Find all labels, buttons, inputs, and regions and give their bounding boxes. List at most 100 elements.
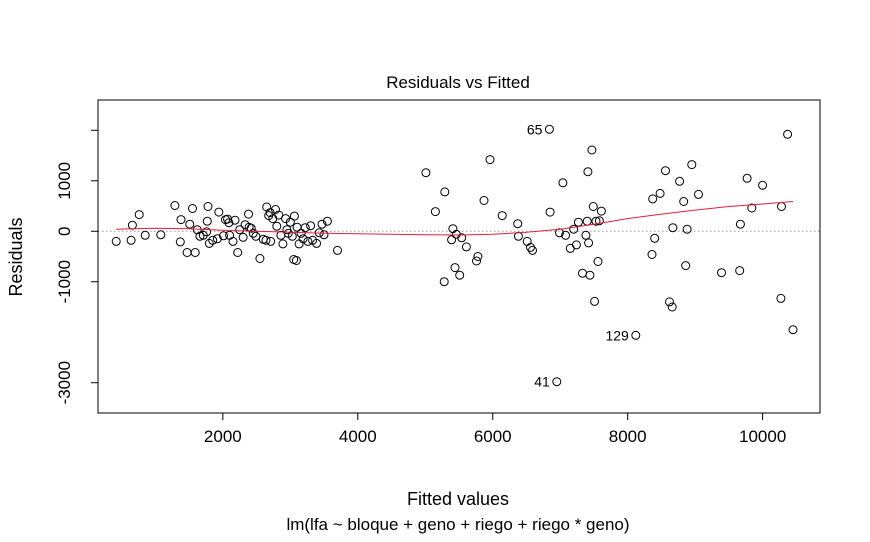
data-point <box>185 219 195 229</box>
data-point <box>175 237 185 247</box>
data-point <box>111 236 121 246</box>
data-point <box>421 168 431 178</box>
data-point <box>202 216 212 226</box>
data-point <box>127 220 137 230</box>
data-point <box>526 242 535 252</box>
data-point <box>777 202 786 211</box>
data-point <box>647 250 657 259</box>
data-point <box>312 238 322 248</box>
data-point <box>461 242 471 252</box>
data-point <box>655 188 665 198</box>
data-point <box>246 223 256 233</box>
data-point <box>300 223 310 233</box>
data-point <box>455 270 465 280</box>
data-point <box>244 209 253 219</box>
data-point <box>238 232 248 242</box>
data-point <box>594 216 604 226</box>
data-point <box>190 248 200 257</box>
data-point <box>742 173 752 183</box>
data-point <box>333 245 342 255</box>
data-point <box>265 208 275 218</box>
y-tick-label: 1000 <box>55 162 74 200</box>
data-point <box>278 239 288 249</box>
data-point <box>251 231 261 241</box>
data-point <box>694 189 703 199</box>
data-point <box>182 248 192 257</box>
data-point <box>545 207 555 217</box>
data-point <box>581 230 591 240</box>
data-point <box>457 233 467 243</box>
data-point <box>230 215 240 225</box>
data-point <box>665 297 674 307</box>
data-point <box>552 377 562 387</box>
point-label: 65 <box>527 121 543 137</box>
data-point <box>735 266 745 276</box>
data-point <box>565 243 575 253</box>
data-point <box>248 228 258 238</box>
data-point <box>747 203 757 213</box>
data-point <box>479 196 489 205</box>
data-point <box>204 238 214 248</box>
data-point <box>758 180 768 190</box>
data-point <box>140 230 150 240</box>
data-point <box>219 231 228 241</box>
data-point <box>188 204 197 213</box>
data-point <box>513 219 523 229</box>
data-point <box>126 235 136 245</box>
data-point <box>687 160 697 170</box>
y-tick-label: -1000 <box>55 260 74 303</box>
data-point <box>661 166 670 176</box>
data-point <box>590 296 600 306</box>
data-point <box>203 202 213 211</box>
data-point <box>675 176 685 186</box>
data-point <box>522 236 532 246</box>
data-point <box>228 236 238 246</box>
data-point <box>176 215 186 225</box>
data-point <box>170 201 180 210</box>
data-point <box>202 227 212 237</box>
data-point <box>485 155 495 165</box>
data-point <box>587 145 597 155</box>
data-point <box>788 325 798 335</box>
data-point <box>578 268 587 278</box>
data-point <box>224 218 234 228</box>
x-axis-label: Fitted values <box>407 489 509 509</box>
x-tick-label: 4000 <box>339 427 377 446</box>
x-tick-label: 10000 <box>739 427 786 446</box>
data-point <box>225 230 235 240</box>
data-point <box>235 225 245 235</box>
data-point <box>650 233 660 243</box>
data-point <box>261 235 271 245</box>
data-point <box>156 230 166 240</box>
data-point <box>319 230 329 240</box>
data-point <box>513 231 523 241</box>
data-point <box>450 263 460 273</box>
data-point <box>134 210 144 220</box>
data-point <box>266 236 276 246</box>
x-axis: 2000 4000 6000 8000 10000 <box>204 412 786 446</box>
data-point <box>294 239 304 249</box>
data-point <box>573 217 583 227</box>
data-point <box>322 216 332 226</box>
data-point <box>439 277 449 287</box>
data-point <box>233 248 243 257</box>
data-point <box>679 197 689 206</box>
data-point <box>430 207 440 217</box>
data-point <box>717 268 726 278</box>
data-point <box>472 256 481 266</box>
data-point <box>296 228 306 238</box>
point-label: 41 <box>534 374 550 390</box>
data-point <box>735 219 745 229</box>
data-point <box>668 223 678 233</box>
data-point <box>214 207 224 217</box>
data-point <box>667 302 677 312</box>
x-tick-label: 2000 <box>204 427 242 446</box>
smooth-line <box>116 201 794 236</box>
data-point <box>544 124 554 134</box>
data-point <box>593 257 603 266</box>
data-point <box>473 252 483 261</box>
chart-subtitle: lm(lfa ~ bloque + geno + riego + riego *… <box>286 515 629 534</box>
data-point <box>682 224 692 234</box>
data-point <box>776 293 786 303</box>
